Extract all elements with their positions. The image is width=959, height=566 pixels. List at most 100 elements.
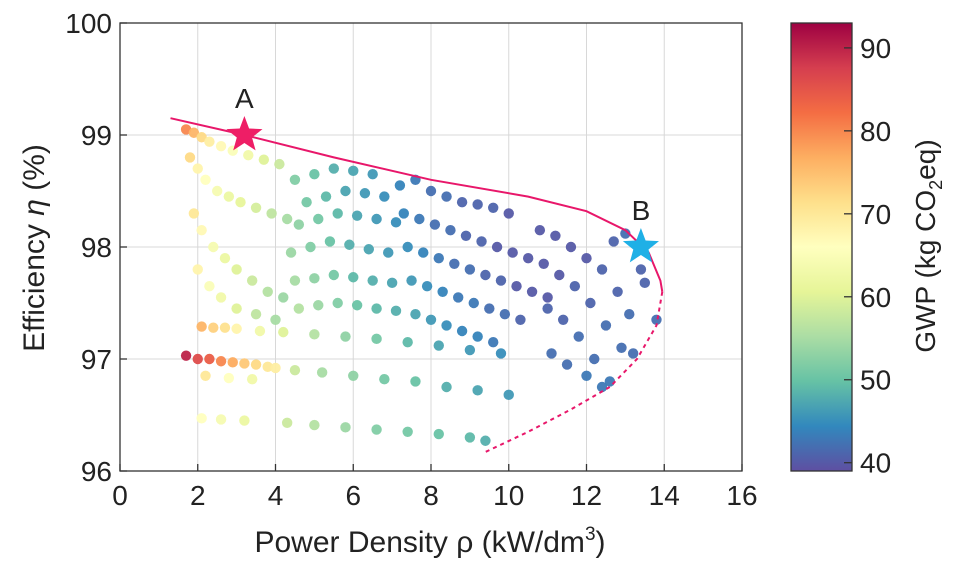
data-point: [390, 305, 402, 317]
colorbar-label: GWP (kg CO2eq): [910, 139, 946, 352]
data-point: [433, 340, 444, 351]
data-point: [309, 169, 320, 180]
data-point: [246, 275, 258, 286]
data-point: [542, 292, 553, 303]
data-point: [624, 309, 635, 320]
data-point: [231, 264, 242, 275]
data-point: [192, 264, 203, 275]
data-point: [386, 277, 398, 289]
data-point: [278, 292, 289, 303]
data-point: [371, 303, 382, 314]
data-point: [402, 337, 413, 348]
data-point: [507, 247, 518, 258]
data-point: [390, 217, 402, 228]
data-point: [243, 149, 254, 161]
colorbar-gradient: [790, 22, 853, 472]
data-point: [340, 185, 351, 197]
data-point: [402, 241, 413, 253]
data-point: [511, 281, 522, 292]
data-point: [219, 253, 231, 264]
data-point: [379, 191, 390, 202]
data-point: [215, 356, 227, 367]
data-point: [211, 185, 223, 197]
data-point: [635, 264, 647, 275]
data-point: [456, 325, 468, 337]
axes: 0 2 4 6 8 10 12 14 16 96 97 98 99 100: [65, 8, 757, 511]
x-tick-label: 16: [726, 480, 757, 511]
data-point: [344, 239, 355, 250]
data-point: [239, 358, 250, 369]
data-point: [184, 152, 196, 163]
data-point: [542, 303, 553, 314]
data-point: [394, 180, 406, 191]
data-point: [367, 275, 378, 286]
data-point: [425, 185, 437, 197]
data-point: [215, 292, 227, 303]
data-point: [495, 275, 507, 286]
data-points: [180, 124, 662, 446]
data-point: [639, 277, 651, 289]
data-point: [348, 272, 359, 283]
data-point: [196, 225, 207, 236]
marker-a-label: A: [235, 83, 254, 114]
data-point: [320, 191, 332, 202]
data-point: [313, 300, 324, 311]
data-point: [196, 321, 207, 332]
data-point: [460, 230, 472, 241]
data-point: [379, 373, 390, 385]
data-point: [515, 314, 526, 325]
data-point: [324, 236, 336, 247]
data-point: [480, 435, 491, 446]
data-point: [445, 225, 456, 236]
data-point: [433, 428, 444, 440]
data-point: [332, 208, 343, 219]
x-tick-label: 12: [571, 480, 602, 511]
data-point: [293, 303, 305, 314]
y-tick-label: 97: [81, 344, 112, 375]
data-point: [410, 376, 421, 387]
data-point: [503, 208, 514, 219]
data-point: [472, 331, 483, 342]
data-point: [503, 389, 514, 401]
data-point: [340, 331, 351, 342]
data-point: [200, 174, 211, 185]
colorbar-tick-label: 50: [860, 365, 891, 396]
data-point: [600, 320, 612, 331]
data-point: [585, 297, 596, 309]
data-point: [433, 253, 444, 264]
colorbar-tick-label: 70: [860, 199, 891, 230]
data-point: [328, 163, 340, 174]
data-point: [550, 230, 561, 241]
data-point: [484, 303, 495, 314]
pareto-front: [170, 117, 664, 453]
data-point: [620, 228, 631, 239]
marker-b-label: B: [632, 195, 651, 226]
data-point: [289, 365, 301, 376]
data-point: [262, 361, 273, 373]
data-point: [522, 253, 534, 264]
data-point: [332, 297, 343, 309]
x-axis-label-superscript: 3: [585, 524, 596, 545]
data-point: [204, 281, 215, 292]
data-point: [425, 314, 437, 325]
data-point: [371, 333, 382, 345]
y-axis-label: Efficiency η (%): [18, 144, 51, 352]
data-point: [488, 337, 499, 348]
data-point: [589, 353, 600, 365]
data-point: [204, 353, 215, 365]
data-point: [557, 314, 569, 325]
data-point: [340, 422, 351, 433]
data-point: [254, 325, 266, 337]
data-point: [328, 269, 340, 281]
data-point: [262, 286, 273, 297]
colorbar-tick-label: 40: [860, 448, 891, 479]
data-point: [472, 199, 483, 210]
data-point: [569, 281, 581, 292]
x-tick-label: 0: [112, 480, 128, 511]
data-point: [546, 348, 557, 359]
data-point: [351, 210, 363, 221]
data-point: [250, 202, 262, 213]
data-point: [476, 236, 487, 247]
data-point: [418, 247, 429, 258]
data-point: [561, 359, 573, 370]
